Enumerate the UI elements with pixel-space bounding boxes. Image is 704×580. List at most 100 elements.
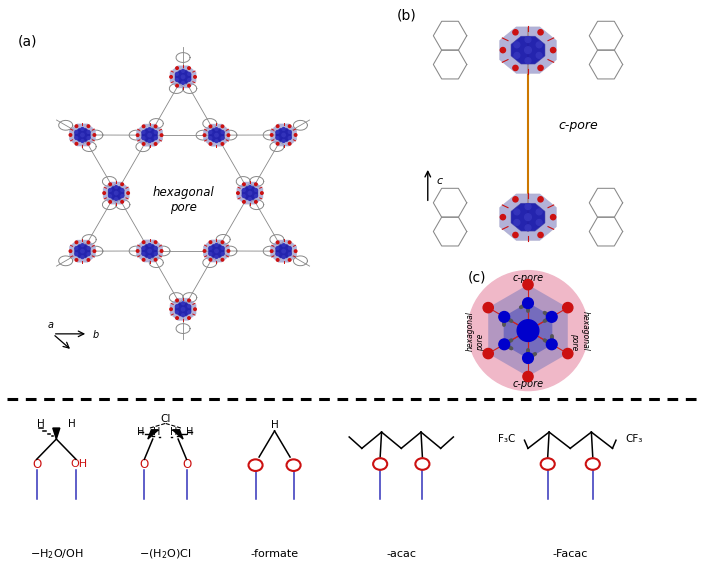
Circle shape (276, 246, 279, 249)
Circle shape (115, 198, 118, 201)
Circle shape (87, 259, 89, 261)
Circle shape (546, 311, 557, 322)
Circle shape (513, 66, 518, 71)
Text: c-pore: c-pore (513, 379, 543, 389)
Circle shape (215, 128, 218, 130)
Polygon shape (175, 302, 191, 316)
Circle shape (148, 249, 151, 253)
Polygon shape (108, 186, 124, 200)
Text: hexagonal
pore: hexagonal pore (570, 311, 590, 350)
Circle shape (524, 47, 532, 53)
Polygon shape (237, 182, 263, 204)
Circle shape (75, 241, 77, 244)
Circle shape (154, 143, 157, 145)
Circle shape (75, 259, 77, 261)
Circle shape (501, 48, 505, 53)
Circle shape (249, 191, 251, 195)
Circle shape (282, 140, 285, 142)
Circle shape (188, 67, 190, 70)
Circle shape (522, 298, 534, 309)
Circle shape (142, 246, 145, 249)
Circle shape (277, 125, 279, 128)
Circle shape (255, 183, 257, 186)
Text: OH: OH (70, 459, 87, 469)
Text: H: H (187, 427, 194, 437)
Polygon shape (75, 128, 91, 142)
Text: H: H (68, 419, 76, 429)
Circle shape (551, 48, 555, 53)
Circle shape (176, 85, 178, 87)
Circle shape (75, 253, 77, 256)
Circle shape (255, 188, 258, 191)
Circle shape (148, 256, 151, 258)
Circle shape (289, 143, 291, 145)
Circle shape (221, 252, 224, 255)
Circle shape (176, 67, 178, 70)
Circle shape (525, 204, 531, 209)
Circle shape (501, 215, 505, 220)
Circle shape (182, 81, 184, 84)
Circle shape (242, 195, 245, 197)
Polygon shape (511, 36, 545, 64)
Circle shape (87, 253, 90, 256)
Circle shape (161, 250, 163, 252)
Circle shape (525, 58, 531, 64)
Circle shape (161, 134, 163, 136)
Text: hexagonal
pore: hexagonal pore (466, 311, 486, 350)
Text: CF₃: CF₃ (625, 434, 643, 444)
Polygon shape (175, 70, 191, 84)
Circle shape (221, 125, 224, 128)
Polygon shape (208, 244, 225, 258)
Circle shape (182, 70, 184, 72)
Circle shape (289, 259, 291, 261)
Text: b: b (92, 331, 99, 340)
Circle shape (237, 192, 239, 194)
Circle shape (276, 253, 279, 256)
Circle shape (209, 125, 212, 128)
Circle shape (176, 299, 178, 302)
Circle shape (75, 246, 77, 249)
Circle shape (182, 307, 184, 311)
Circle shape (93, 134, 96, 136)
Circle shape (468, 271, 588, 390)
Polygon shape (275, 128, 291, 142)
Circle shape (209, 143, 212, 145)
Circle shape (249, 186, 251, 188)
Circle shape (525, 37, 531, 42)
Circle shape (115, 186, 118, 188)
Polygon shape (488, 285, 568, 376)
Circle shape (87, 130, 90, 133)
Circle shape (87, 125, 89, 128)
Circle shape (149, 128, 151, 130)
Circle shape (209, 252, 212, 255)
Circle shape (87, 246, 90, 249)
Circle shape (282, 249, 285, 253)
Circle shape (121, 195, 124, 197)
Polygon shape (270, 240, 296, 262)
Text: hexagonal
pore: hexagonal pore (152, 186, 214, 214)
Circle shape (277, 143, 279, 145)
Circle shape (221, 259, 224, 261)
Circle shape (87, 136, 90, 139)
Circle shape (75, 125, 77, 128)
Polygon shape (170, 66, 196, 88)
Circle shape (289, 125, 291, 128)
Text: H: H (137, 427, 144, 437)
Circle shape (137, 134, 139, 136)
Circle shape (103, 192, 106, 194)
Circle shape (215, 140, 218, 143)
Text: Cl: Cl (161, 414, 170, 425)
Circle shape (514, 219, 520, 226)
Polygon shape (208, 128, 225, 142)
Circle shape (188, 78, 191, 81)
Circle shape (538, 197, 543, 202)
Circle shape (221, 130, 224, 133)
Circle shape (182, 75, 184, 78)
Text: c-pore: c-pore (558, 119, 598, 132)
Circle shape (260, 192, 263, 194)
Text: (c): (c) (468, 271, 486, 285)
Circle shape (289, 253, 291, 256)
Circle shape (282, 128, 285, 130)
Circle shape (154, 125, 157, 128)
Circle shape (255, 201, 257, 203)
